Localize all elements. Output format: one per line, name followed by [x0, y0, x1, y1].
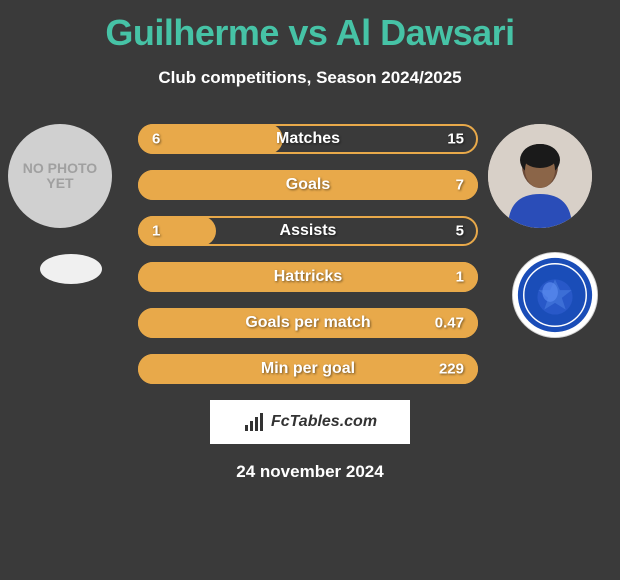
stat-value-right: 5 — [456, 223, 464, 240]
stat-bar: Min per goal229 — [138, 354, 478, 384]
stat-label: Goals — [140, 176, 476, 194]
stat-value-right: 229 — [439, 361, 464, 378]
stat-label: Matches — [140, 130, 476, 148]
stat-bar: Matches6 15 — [138, 124, 478, 154]
club-right-badge — [512, 252, 598, 338]
stat-label: Goals per match — [140, 314, 476, 332]
stat-bar: Goals per match0.47 — [138, 308, 478, 338]
main-comparison-area: NO PHOTO YET Matches615Goals7Assists15Ha… — [0, 124, 620, 384]
player-right-avatar — [488, 124, 592, 228]
watermark-text: FcTables.com — [271, 413, 377, 431]
player-left-avatar: NO PHOTO YET — [8, 124, 112, 228]
stat-label: Min per goal — [140, 360, 476, 378]
comparison-title: Guilherme vs Al Dawsari — [0, 0, 620, 54]
stat-bar: Hattricks1 — [138, 262, 478, 292]
club-badge-icon — [513, 253, 597, 337]
stat-bar: Goals7 — [138, 170, 478, 200]
stat-value-right: 1 — [456, 269, 464, 286]
stat-value-right: 0.47 — [435, 315, 464, 332]
chart-icon — [243, 411, 265, 433]
stat-value-left: 6 — [152, 131, 160, 148]
stat-label: Hattricks — [140, 268, 476, 286]
comparison-date: 24 november 2024 — [0, 462, 620, 482]
club-left-badge — [40, 254, 102, 284]
stat-value-right: 15 — [447, 131, 464, 148]
watermark-badge: FcTables.com — [210, 400, 410, 444]
no-photo-placeholder: NO PHOTO YET — [8, 161, 112, 192]
stat-value-right: 7 — [456, 177, 464, 194]
comparison-subtitle: Club competitions, Season 2024/2025 — [0, 68, 620, 88]
stat-label: Assists — [140, 222, 476, 240]
stat-bar: Assists1 5 — [138, 216, 478, 246]
stat-value-left: 1 — [152, 223, 160, 240]
stats-bars-container: Matches615Goals7Assists15Hattricks1Goals… — [138, 124, 478, 384]
player-photo-icon — [488, 124, 592, 228]
